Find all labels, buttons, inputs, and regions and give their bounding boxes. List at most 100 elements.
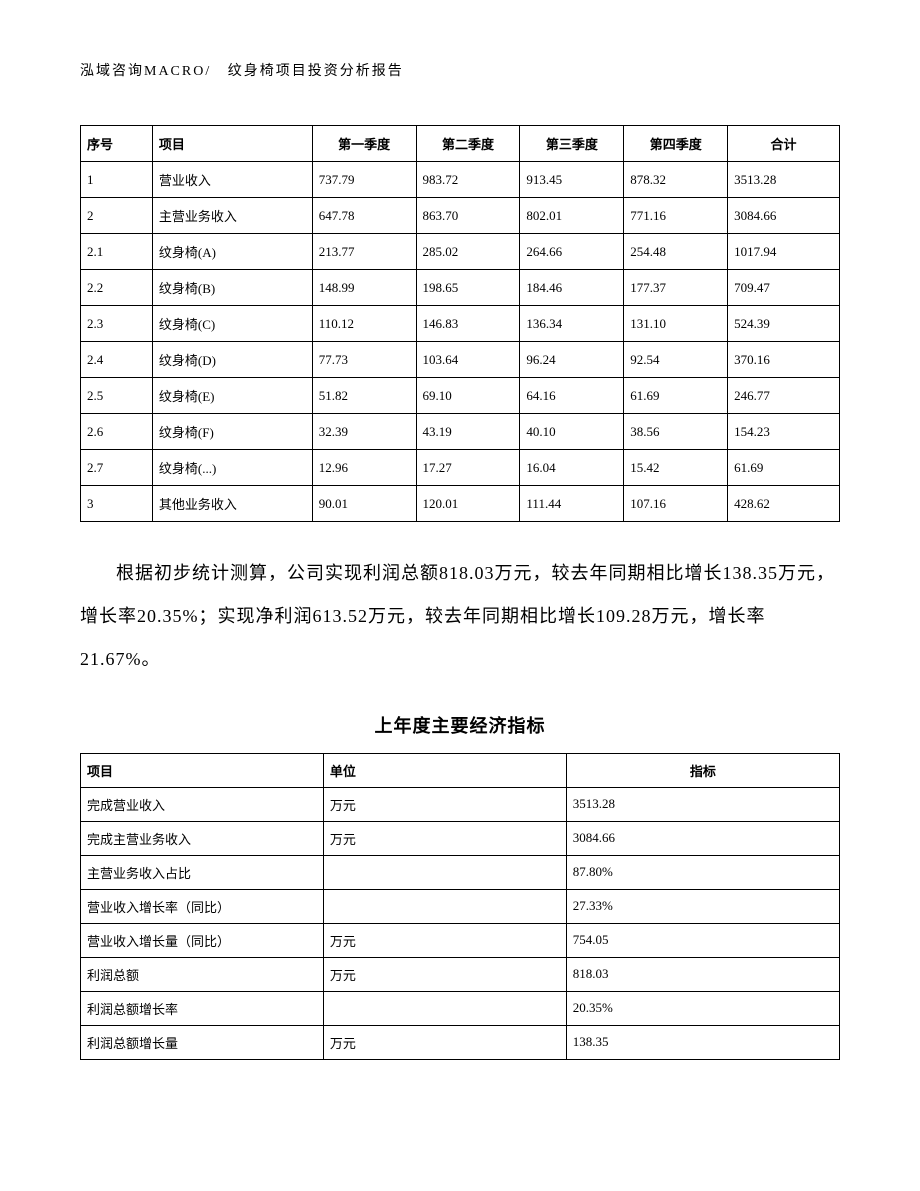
cell-q3: 16.04 [520, 450, 624, 486]
cell-total: 370.16 [728, 342, 840, 378]
cell-q1: 32.39 [312, 414, 416, 450]
cell-q4: 15.42 [624, 450, 728, 486]
cell-q4: 107.16 [624, 486, 728, 522]
cell-q2: 43.19 [416, 414, 520, 450]
col-header-q1: 第一季度 [312, 126, 416, 162]
table-row: 2.2纹身椅(B)148.99198.65184.46177.37709.47 [81, 270, 840, 306]
col-header-q4: 第四季度 [624, 126, 728, 162]
cell-total: 524.39 [728, 306, 840, 342]
cell-q3: 111.44 [520, 486, 624, 522]
cell-total: 154.23 [728, 414, 840, 450]
cell-q3: 264.66 [520, 234, 624, 270]
cell-unit: 万元 [323, 923, 566, 957]
cell-q1: 90.01 [312, 486, 416, 522]
table-row: 利润总额增长量万元138.35 [81, 1025, 840, 1059]
cell-q4: 131.10 [624, 306, 728, 342]
cell-item: 完成营业收入 [81, 787, 324, 821]
cell-seq: 1 [81, 162, 153, 198]
cell-total: 61.69 [728, 450, 840, 486]
cell-value: 87.80% [566, 855, 839, 889]
table2-header-row: 项目 单位 指标 [81, 753, 840, 787]
cell-q1: 110.12 [312, 306, 416, 342]
cell-total: 709.47 [728, 270, 840, 306]
table-row: 2.5纹身椅(E)51.8269.1064.1661.69246.77 [81, 378, 840, 414]
cell-q4: 92.54 [624, 342, 728, 378]
cell-total: 3513.28 [728, 162, 840, 198]
cell-q1: 213.77 [312, 234, 416, 270]
cell-total: 428.62 [728, 486, 840, 522]
table-row: 主营业务收入占比87.80% [81, 855, 840, 889]
cell-value: 818.03 [566, 957, 839, 991]
cell-seq: 2.2 [81, 270, 153, 306]
cell-item: 纹身椅(D) [152, 342, 312, 378]
cell-q1: 77.73 [312, 342, 416, 378]
table-row: 完成主营业务收入万元3084.66 [81, 821, 840, 855]
cell-value: 3513.28 [566, 787, 839, 821]
cell-item: 其他业务收入 [152, 486, 312, 522]
cell-q1: 647.78 [312, 198, 416, 234]
cell-item: 利润总额 [81, 957, 324, 991]
table-row: 营业收入增长率（同比） 27.33% [81, 889, 840, 923]
cell-unit [323, 991, 566, 1025]
header-title: 纹身椅项目投资分析报告 [228, 64, 404, 79]
cell-q3: 64.16 [520, 378, 624, 414]
col-header-q2: 第二季度 [416, 126, 520, 162]
cell-total: 3084.66 [728, 198, 840, 234]
table-row: 2.6纹身椅(F)32.3943.1940.1038.56154.23 [81, 414, 840, 450]
cell-q2: 103.64 [416, 342, 520, 378]
cell-q2: 146.83 [416, 306, 520, 342]
cell-item: 纹身椅(A) [152, 234, 312, 270]
cell-seq: 3 [81, 486, 153, 522]
table-row: 3其他业务收入90.01120.01111.44107.16428.62 [81, 486, 840, 522]
table2-body: 完成营业收入万元3513.28完成主营业务收入万元3084.66主营业务收入占比… [81, 787, 840, 1059]
cell-seq: 2.6 [81, 414, 153, 450]
cell-q4: 254.48 [624, 234, 728, 270]
cell-q2: 285.02 [416, 234, 520, 270]
cell-q2: 198.65 [416, 270, 520, 306]
cell-unit: 万元 [323, 787, 566, 821]
cell-q2: 120.01 [416, 486, 520, 522]
cell-value: 20.35% [566, 991, 839, 1025]
col-header-total: 合计 [728, 126, 840, 162]
cell-q1: 148.99 [312, 270, 416, 306]
table-row: 利润总额万元818.03 [81, 957, 840, 991]
cell-q4: 61.69 [624, 378, 728, 414]
cell-item: 纹身椅(C) [152, 306, 312, 342]
cell-q2: 863.70 [416, 198, 520, 234]
cell-item: 纹身椅(...) [152, 450, 312, 486]
cell-item: 纹身椅(F) [152, 414, 312, 450]
col-header-item: 项目 [152, 126, 312, 162]
cell-q3: 40.10 [520, 414, 624, 450]
cell-q1: 12.96 [312, 450, 416, 486]
cell-value: 754.05 [566, 923, 839, 957]
cell-item: 主营业务收入 [152, 198, 312, 234]
col-header-seq: 序号 [81, 126, 153, 162]
cell-q3: 184.46 [520, 270, 624, 306]
cell-q2: 17.27 [416, 450, 520, 486]
col-header-value: 指标 [566, 753, 839, 787]
cell-item: 营业收入增长率（同比） [81, 889, 324, 923]
cell-q4: 771.16 [624, 198, 728, 234]
cell-q4: 878.32 [624, 162, 728, 198]
table-row: 2.7纹身椅(...)12.9617.2716.0415.4261.69 [81, 450, 840, 486]
cell-unit [323, 855, 566, 889]
cell-unit [323, 889, 566, 923]
cell-q3: 96.24 [520, 342, 624, 378]
cell-value: 138.35 [566, 1025, 839, 1059]
table-row: 2.4纹身椅(D)77.73103.6496.2492.54370.16 [81, 342, 840, 378]
cell-seq: 2 [81, 198, 153, 234]
quarterly-revenue-table: 序号 项目 第一季度 第二季度 第三季度 第四季度 合计 1营业收入737.79… [80, 125, 840, 522]
table-row: 2.1纹身椅(A)213.77285.02264.66254.481017.94 [81, 234, 840, 270]
cell-value: 27.33% [566, 889, 839, 923]
cell-item: 营业收入增长量（同比） [81, 923, 324, 957]
page-header: 泓域咨询MACRO/ 纹身椅项目投资分析报告 [80, 60, 840, 80]
economic-indicators-table: 项目 单位 指标 完成营业收入万元3513.28完成主营业务收入万元3084.6… [80, 753, 840, 1060]
table1-body: 1营业收入737.79983.72913.45878.323513.282主营业… [81, 162, 840, 522]
cell-q3: 802.01 [520, 198, 624, 234]
cell-unit: 万元 [323, 957, 566, 991]
col-header-unit: 单位 [323, 753, 566, 787]
col-header-q3: 第三季度 [520, 126, 624, 162]
cell-item: 营业收入 [152, 162, 312, 198]
cell-seq: 2.1 [81, 234, 153, 270]
cell-seq: 2.3 [81, 306, 153, 342]
